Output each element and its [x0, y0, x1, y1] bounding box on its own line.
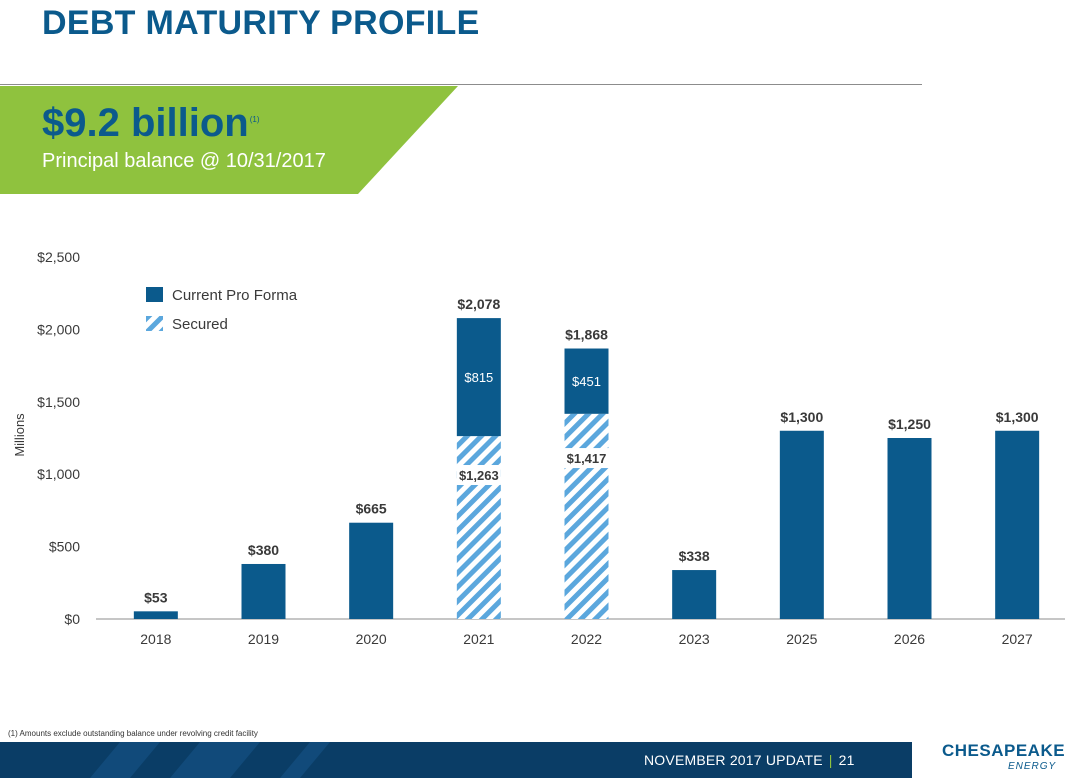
bar-current-2020 — [349, 522, 394, 619]
bar-current-2022 — [564, 348, 609, 414]
footnote-marker: (1) — [249, 115, 260, 124]
segment-label-current: $815 — [464, 370, 493, 385]
legend-swatch-current-pro-forma — [146, 287, 163, 302]
bars — [133, 318, 1040, 619]
segment-label-current: $451 — [572, 374, 601, 389]
bar-secured-2022 — [564, 413, 609, 619]
segment-label-secured: $1,417 — [567, 451, 607, 466]
bar-labels: $53 $380 $665 $2,078 $815 $1,263 $1,868 $451 $1,… — [144, 296, 1039, 605]
x-axis: 2018 2019 2020 2021 2022 2023 2025 2026 2027 — [96, 618, 1065, 647]
y-tick-label: $2,000 — [37, 321, 80, 337]
bar-current-2027 — [995, 430, 1040, 619]
x-tick-label: 2025 — [786, 631, 817, 647]
x-tick-label: 2018 — [140, 631, 171, 647]
y-tick-label: $2,500 — [37, 249, 80, 265]
bar-current-2018 — [133, 611, 178, 619]
y-tick-label: $500 — [49, 539, 80, 555]
y-tick-label: $1,000 — [37, 466, 80, 482]
legend-label-current-pro-forma: Current Pro Forma — [172, 287, 298, 304]
legend-swatch-secured — [146, 316, 163, 331]
highlight-banner — [0, 86, 460, 194]
total-label: $338 — [679, 548, 710, 564]
x-tick-label: 2019 — [248, 631, 279, 647]
total-label: $1,250 — [888, 416, 931, 432]
page-number: 21 — [838, 752, 855, 768]
x-tick-label: 2023 — [679, 631, 710, 647]
footer-label: NOVEMBER 2017 UPDATE | 21 — [644, 752, 855, 768]
legend-label-secured: Secured — [172, 316, 228, 333]
y-axis-label: Millions — [12, 413, 27, 457]
y-tick-label: $0 — [64, 611, 80, 627]
debt-maturity-chart: $0$500$1,000$1,500$2,000$2,500 2018 2019 2… — [12, 249, 1065, 647]
footnote: (1) Amounts exclude outstanding balance … — [8, 729, 258, 738]
bar-current-2023 — [672, 570, 717, 619]
x-tick-label: 2020 — [356, 631, 387, 647]
bar-current-2025 — [779, 430, 824, 619]
total-label: $665 — [356, 501, 387, 517]
principal-balance-value: $9.2 billion(1) — [42, 101, 260, 145]
total-label: $1,300 — [780, 409, 823, 425]
x-tick-label: 2026 — [894, 631, 925, 647]
x-tick-label: 2027 — [1002, 631, 1033, 647]
logo-background — [912, 739, 1069, 778]
legend: Current Pro Forma Secured — [146, 287, 298, 333]
title-divider — [0, 84, 922, 85]
y-axis: $0 $500 $1,000 $1,500 $2,000 $2,500 — [37, 249, 80, 627]
segment-label-bg — [564, 448, 609, 469]
x-tick-label: 2022 — [571, 631, 602, 647]
chesapeake-logo: CHESAPEAKE — [942, 741, 1066, 760]
bar-current-2026 — [887, 438, 932, 619]
y-tick-label: $1,500 — [37, 394, 80, 410]
principal-balance-subtitle: Principal balance @ 10/31/2017 — [42, 150, 326, 172]
total-label: $53 — [144, 589, 168, 605]
bar-secured-2021 — [456, 436, 501, 619]
footer-bar — [0, 742, 1069, 778]
total-label: $380 — [248, 542, 279, 558]
page-title: DEBT MATURITY PROFILE — [42, 4, 480, 42]
segment-label-bg — [456, 465, 501, 486]
total-label: $1,300 — [996, 409, 1039, 425]
bar-current-2021 — [456, 318, 501, 437]
x-tick-label: 2021 — [463, 631, 494, 647]
total-label: $1,868 — [565, 327, 608, 343]
bar-current-2019 — [241, 563, 286, 619]
segment-label-secured: $1,263 — [459, 468, 499, 483]
total-label: $2,078 — [457, 296, 500, 312]
chesapeake-logo-energy: ENERGY — [1008, 761, 1057, 772]
